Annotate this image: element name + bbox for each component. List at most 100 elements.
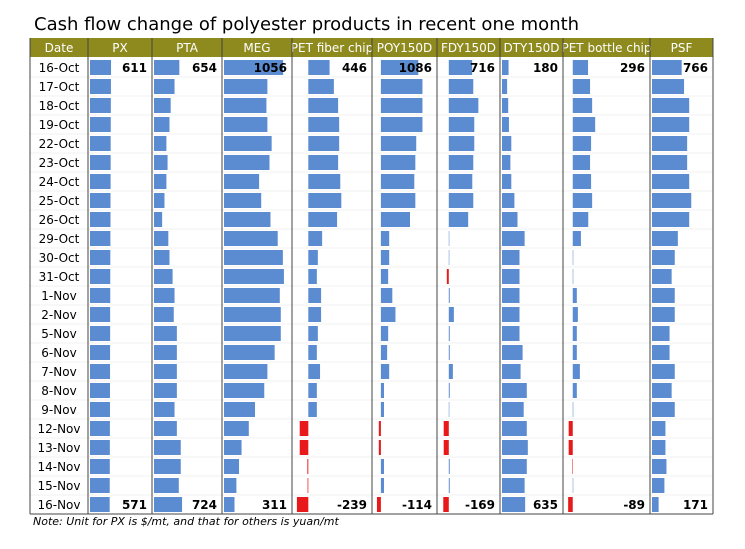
data-bar [502,307,520,322]
data-bar [502,383,527,398]
row-label: 29-Oct [39,232,80,246]
data-bar [380,478,384,493]
value-label: 611 [122,61,147,75]
data-bar [568,421,573,436]
data-bar [308,60,330,75]
data-bar [652,440,666,455]
data-bar [572,79,591,94]
data-bar [448,193,474,208]
data-bar [502,364,521,379]
data-bar [448,212,469,227]
value-label: -89 [623,498,645,512]
data-bar [572,402,574,417]
data-bar [308,326,318,341]
data-bar [154,478,179,493]
data-bar [652,402,675,417]
data-bar [380,326,389,341]
data-bar [154,288,175,303]
data-bar [572,345,577,360]
data-bar [380,231,390,246]
data-bar [380,383,384,398]
data-bar [224,60,284,75]
header-cell: Date [45,41,74,55]
data-bar [502,98,509,113]
data-bar [502,79,508,94]
data-bar [502,136,512,151]
data-bar [502,288,520,303]
data-bar [154,459,181,474]
row-label: 1-Nov [41,289,76,303]
data-bar [572,117,596,132]
data-bar [652,345,670,360]
data-bar [502,117,509,132]
value-label: 724 [192,498,217,512]
data-bar [572,364,580,379]
data-bar [224,155,270,170]
data-bar [502,402,524,417]
data-bar [572,326,577,341]
data-bar [380,269,389,284]
data-bar [154,402,175,417]
data-bar [448,364,453,379]
row-label: 24-Oct [39,175,80,189]
value-label: 1056 [254,61,287,75]
data-bar [90,345,111,360]
data-bar [90,98,111,113]
data-bar [224,307,281,322]
data-bar [224,136,272,151]
data-bar [380,364,390,379]
row-label: 31-Oct [39,270,80,284]
data-bar [652,231,678,246]
data-bar [308,231,323,246]
data-bar [308,364,321,379]
data-bar [90,79,111,94]
data-bar [224,459,240,474]
data-bar [652,383,672,398]
data-bar [90,307,111,322]
data-bar [90,250,111,265]
data-bar [90,497,110,512]
data-bar [299,421,309,436]
data-bar [448,174,473,189]
data-bar [380,212,410,227]
data-bar [90,402,110,417]
data-bar [224,117,268,132]
data-bar [299,440,309,455]
data-bar [224,212,271,227]
data-bar [308,193,342,208]
header-cell: PET bottle chip [561,41,651,55]
value-label: 571 [122,498,147,512]
value-label: 1086 [399,61,432,75]
data-bar [568,440,573,455]
data-bar [502,497,526,512]
data-bar [224,421,249,436]
row-label: 2-Nov [41,308,76,322]
row-label: 12-Nov [37,422,80,436]
data-bar [308,383,317,398]
data-bar [572,136,592,151]
data-bar [448,307,454,322]
data-bar [502,155,511,170]
data-bar [376,497,381,512]
header-cell: MEG [243,41,270,55]
data-bar [652,174,690,189]
data-bar [652,478,665,493]
data-bar [154,155,168,170]
data-bar [154,326,177,341]
data-bar [448,459,450,474]
row-label: 25-Oct [39,194,80,208]
data-bar [224,98,267,113]
data-bar [448,383,450,398]
data-bar [154,269,173,284]
data-bar [308,250,318,265]
data-bar [572,478,574,493]
data-bar [307,478,309,493]
data-bar [154,364,177,379]
data-bar [380,307,396,322]
value-label: 635 [533,498,558,512]
value-label: 446 [342,61,367,75]
data-bar [308,79,334,94]
data-bar [572,212,589,227]
data-bar [308,155,339,170]
